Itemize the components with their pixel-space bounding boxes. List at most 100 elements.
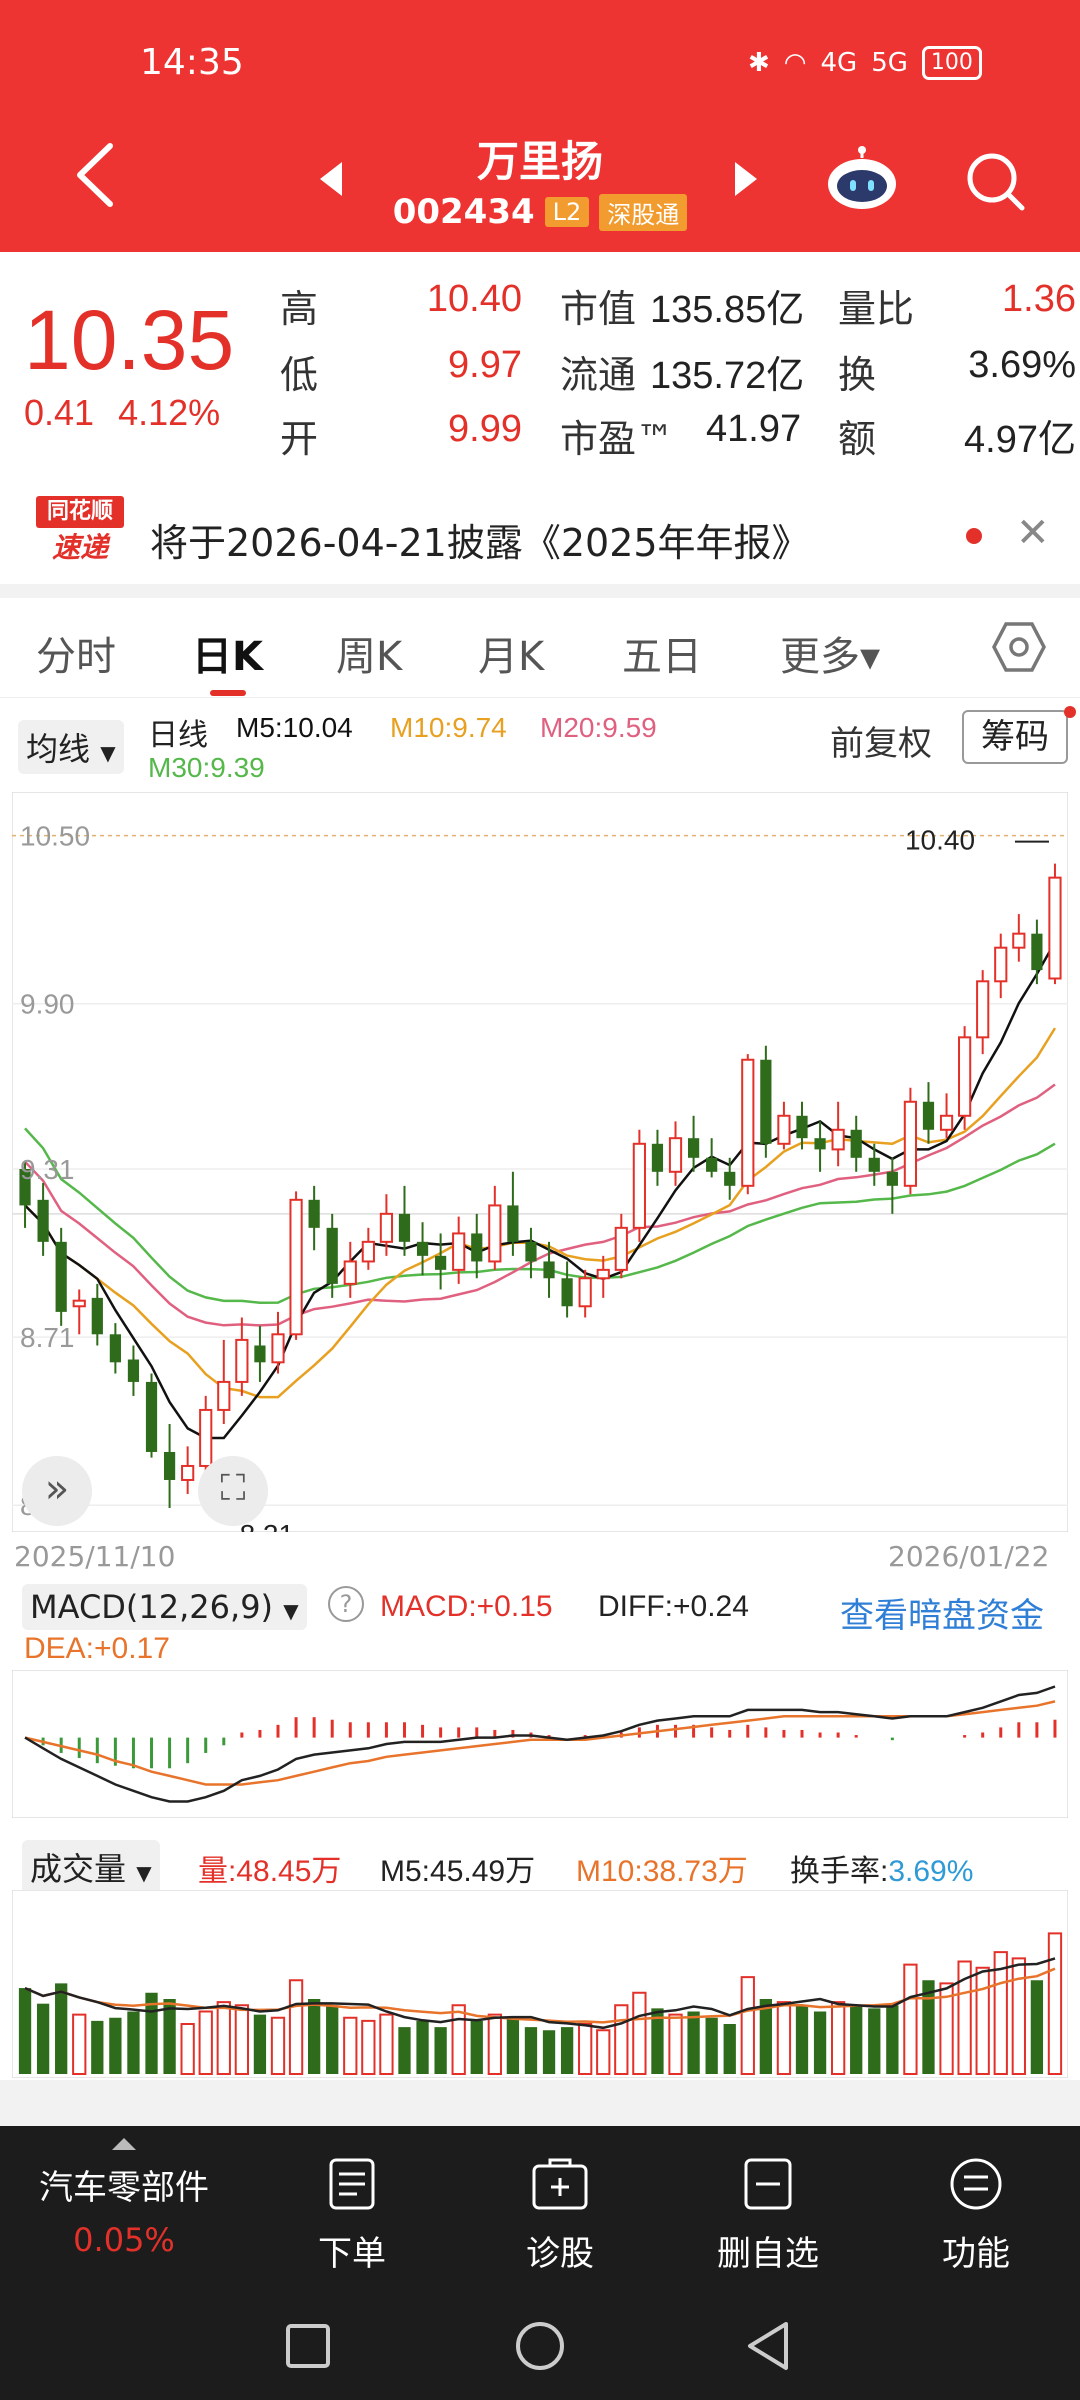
volume-bar-down bbox=[109, 2017, 122, 2074]
tab-more[interactable]: 更多▾ bbox=[780, 634, 881, 680]
volume-bar-down bbox=[723, 2024, 736, 2074]
system-navigation bbox=[0, 2300, 1080, 2400]
candle-up bbox=[235, 1338, 249, 1383]
volume-bar-down bbox=[868, 2008, 881, 2074]
candle-up bbox=[452, 1232, 466, 1271]
volume-m5-line bbox=[24, 1957, 1056, 2030]
notice-text[interactable]: 将于2026-04-21披露《2025年年报》 bbox=[150, 521, 810, 565]
macd-chart[interactable] bbox=[12, 1670, 1068, 1818]
candle-up bbox=[939, 1114, 954, 1131]
tab-intraday[interactable]: 分时 bbox=[36, 634, 116, 680]
tab-five-day[interactable]: 五日 bbox=[622, 634, 702, 680]
menu-circle-icon bbox=[950, 2158, 1002, 2210]
recent-apps-icon[interactable] bbox=[284, 2322, 332, 2370]
diagnose-button[interactable]: 诊股 bbox=[470, 2126, 650, 2275]
volume-selector[interactable]: 成交量 ▼ bbox=[22, 1840, 160, 1894]
help-icon[interactable]: ? bbox=[328, 1586, 364, 1622]
search-icon[interactable] bbox=[962, 148, 1028, 214]
remove-watchlist-label: 删自选 bbox=[717, 2234, 819, 2274]
volume-bar-down bbox=[36, 2003, 50, 2074]
volume-bar-down bbox=[506, 2017, 520, 2074]
robot-assistant-icon[interactable] bbox=[822, 146, 902, 212]
m5-line bbox=[24, 941, 1057, 1440]
candle-down bbox=[814, 1138, 826, 1150]
dif-line bbox=[24, 1685, 1056, 1803]
tab-daily-k[interactable]: 日K bbox=[192, 634, 263, 680]
candle-down bbox=[868, 1157, 880, 1172]
volume-bar-down bbox=[651, 2008, 664, 2074]
home-icon[interactable] bbox=[514, 2320, 566, 2372]
candle-down bbox=[525, 1241, 537, 1262]
logo-bottom-text: 速递 bbox=[51, 531, 108, 564]
status-icons: ✱ ◠ 4G 5G 100 bbox=[748, 46, 982, 80]
candle-down bbox=[651, 1143, 664, 1172]
order-button[interactable]: 下单 bbox=[262, 2126, 442, 2275]
app-header: 14:35 ✱ ◠ 4G 5G 100 万里扬 002434 L2 深股通 bbox=[0, 0, 1080, 252]
max-price-label: 10.40 bbox=[905, 825, 975, 856]
prev-stock-arrow-icon[interactable] bbox=[320, 162, 342, 196]
macd-series bbox=[24, 1685, 1057, 1803]
open-label: 开 bbox=[280, 417, 319, 461]
close-icon[interactable]: ✕ bbox=[1016, 510, 1050, 556]
open-value: 9.99 bbox=[448, 408, 522, 450]
high-value: 10.40 bbox=[426, 278, 522, 320]
y-tick-label: 9.90 bbox=[20, 989, 75, 1020]
volume-chart[interactable] bbox=[12, 1890, 1068, 2078]
candle-down bbox=[308, 1199, 320, 1228]
expand-icon[interactable]: » bbox=[22, 1456, 92, 1526]
dea-value: DEA:+0.17 bbox=[24, 1632, 170, 1665]
settings-hexagon-icon[interactable] bbox=[992, 620, 1046, 674]
remove-watchlist-button[interactable]: 删自选 bbox=[678, 2126, 858, 2275]
chips-button[interactable]: 筹码 bbox=[962, 710, 1068, 764]
candlestick-chart[interactable]: 10.509.909.318.718.1110.408.21 bbox=[12, 792, 1068, 1532]
moving-average-lines bbox=[24, 941, 1057, 1440]
high-label: 高 bbox=[280, 287, 319, 331]
next-stock-arrow-icon[interactable] bbox=[735, 162, 757, 196]
notice-bar[interactable]: 同花顺 速递 将于2026-04-21披露《2025年年报》 bbox=[0, 492, 1080, 584]
signal-5g: 5G bbox=[871, 48, 908, 78]
diagnose-icon bbox=[532, 2158, 588, 2210]
volume-bar-up bbox=[668, 2013, 683, 2075]
candle-down bbox=[1031, 933, 1043, 971]
volume-bar-down bbox=[705, 2017, 718, 2074]
volume-bar-down bbox=[398, 2027, 411, 2074]
candle-up bbox=[488, 1204, 502, 1263]
candle-down bbox=[55, 1241, 67, 1312]
tab-weekly-k[interactable]: 周K bbox=[336, 634, 403, 680]
fullscreen-icon[interactable]: ⛶ bbox=[198, 1456, 268, 1526]
x-start-date: 2025/11/10 bbox=[14, 1540, 176, 1573]
y-tick-label: 8.71 bbox=[20, 1322, 75, 1353]
function-button[interactable]: 功能 bbox=[886, 2126, 1066, 2275]
amount-label: 额 bbox=[838, 417, 877, 461]
volume-bar-up bbox=[216, 2001, 231, 2075]
back-arrow-icon[interactable] bbox=[70, 140, 120, 210]
macd-name: MACD(12,26,9) bbox=[30, 1588, 274, 1626]
candle-up bbox=[343, 1260, 357, 1285]
volume-m10: M10:38.73万 bbox=[576, 1855, 748, 1888]
back-icon[interactable] bbox=[744, 2320, 792, 2372]
candle-down bbox=[706, 1157, 718, 1172]
amount-value: 4.97亿 bbox=[964, 419, 1076, 461]
volume-bar-up bbox=[361, 2019, 376, 2075]
turnover-value: 3.69% bbox=[968, 344, 1076, 386]
macd-selector[interactable]: MACD(12,26,9) ▼ bbox=[22, 1584, 307, 1630]
period-label: 日线 bbox=[148, 719, 208, 752]
status-time: 14:35 bbox=[140, 42, 244, 83]
candle-down bbox=[687, 1138, 700, 1158]
candle-up bbox=[831, 1128, 845, 1151]
m20-line bbox=[24, 1083, 1056, 1327]
m20-label: M20:9.59 bbox=[540, 712, 657, 743]
macd-value: MACD:+0.15 bbox=[380, 1590, 553, 1623]
adjust-mode[interactable]: 前复权 bbox=[830, 724, 932, 764]
dark-pool-link[interactable]: 查看暗盘资金 bbox=[840, 1597, 1044, 1635]
volume-bar-down bbox=[253, 2014, 267, 2074]
caret-up-icon bbox=[112, 2138, 136, 2150]
volume-bar-up bbox=[957, 1960, 972, 2075]
candle-down bbox=[561, 1278, 573, 1307]
candle-down bbox=[886, 1171, 898, 1186]
tab-monthly-k[interactable]: 月K bbox=[478, 634, 545, 680]
ma-selector[interactable]: 均线 ▼ bbox=[18, 720, 124, 774]
volume-bar-down bbox=[687, 2011, 700, 2074]
sector-button[interactable]: 汽车零部件 0.05% bbox=[34, 2126, 214, 2259]
volume-bar-down bbox=[55, 1983, 68, 2074]
